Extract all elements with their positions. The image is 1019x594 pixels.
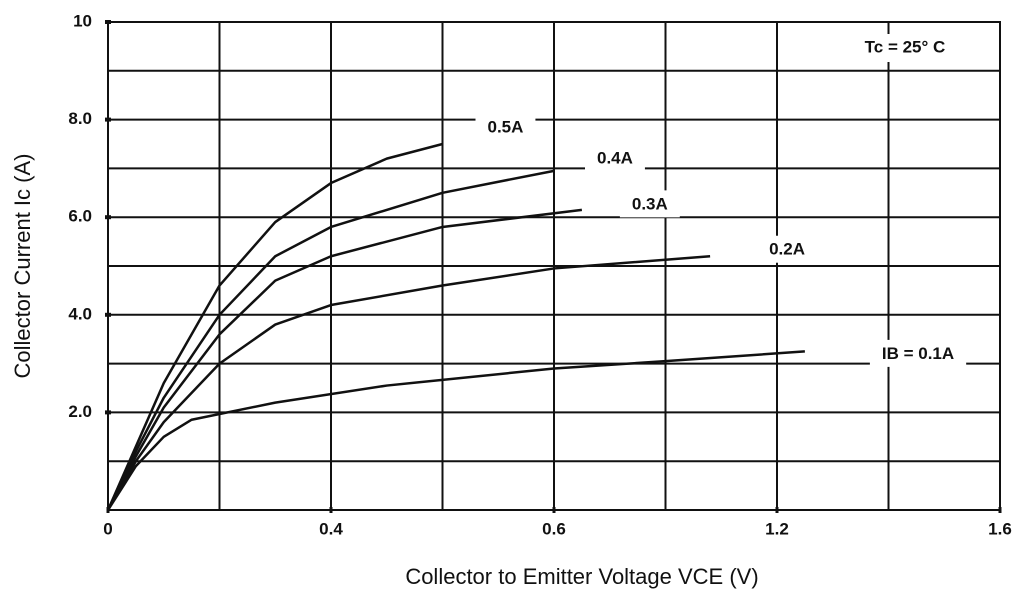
x-axis-title: Collector to Emitter Voltage VCE (V) (405, 564, 758, 589)
series-line (106, 169, 555, 511)
series-label-bg (869, 339, 967, 367)
series-line (106, 208, 583, 511)
series-label-bg (757, 235, 818, 263)
series-label-bg (619, 190, 680, 218)
x-tick-label: 1.2 (765, 519, 789, 538)
series-label: 0.3A (632, 194, 668, 213)
series-label: 0.5A (488, 117, 524, 136)
y-tick-label: 8.0 (68, 109, 92, 128)
annotation: Tc = 25° C (865, 37, 946, 56)
annotation-bg (830, 34, 980, 62)
series-label-bg (585, 144, 645, 172)
series-line (106, 142, 443, 511)
series-label: 0.2A (769, 240, 805, 259)
x-tick-label: 1.6 (988, 519, 1012, 538)
series-label-bg (475, 113, 536, 141)
series-label: 0.4A (597, 148, 633, 167)
y-tick-label: 10 (73, 11, 92, 30)
y-axis-title: Collector Current Ic (A) (10, 154, 35, 379)
y-tick-label: 4.0 (68, 304, 92, 323)
series-line (106, 254, 711, 511)
x-tick-label: 0 (103, 519, 112, 538)
x-tick-label: 0.6 (542, 519, 566, 538)
y-tick-label: 2.0 (68, 402, 92, 421)
x-tick-label: 0.4 (319, 519, 343, 538)
series-line (106, 350, 805, 511)
y-tick-label: 6.0 (68, 207, 92, 226)
series-label: IB = 0.1A (882, 344, 954, 363)
